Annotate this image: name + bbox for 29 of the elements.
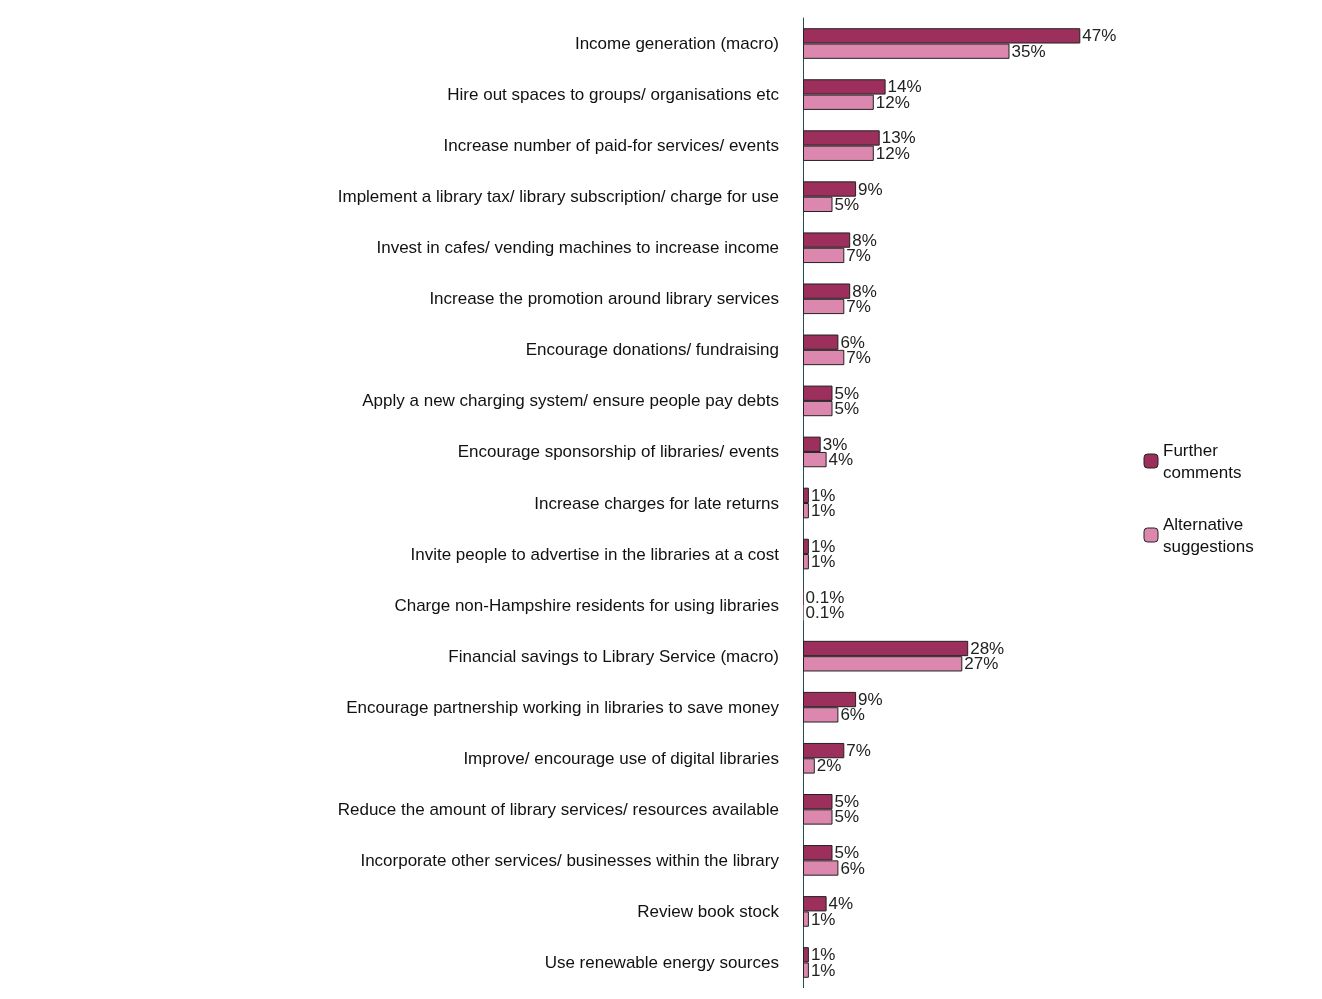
data-label: 35% (1011, 41, 1046, 61)
data-label: 6% (840, 705, 865, 725)
y-tick-label: Apply a new charging system/ ensure people pay debts (362, 391, 779, 411)
data-label: 5% (834, 807, 860, 827)
y-tick-label: Invite people to advertise in the libraries at a cost (410, 544, 780, 564)
y-tick-label: Invest in cafes/ vending machines to increase income (376, 238, 779, 258)
y-tick-label: Hire out spaces to groups/ organisations etc (447, 85, 780, 105)
y-tick-label: Financial savings to Library Service (macro) (448, 646, 779, 666)
data-label: 2% (816, 756, 842, 776)
data-label: 7% (846, 741, 871, 761)
data-label: 47% (1082, 26, 1117, 46)
y-tick-label: Review book stock (637, 901, 780, 921)
y-tick-label: Charge non-Hampshire residents for using libraries (394, 595, 779, 615)
y-tick-label: Increase charges for late returns (534, 493, 779, 513)
y-tick-label: Incorporate other services/ businesses within the library (360, 850, 780, 870)
data-label: 5% (834, 194, 860, 214)
y-tick-label: Improve/ encourage use of digital libraries (463, 748, 779, 768)
y-tick-label: Increase the promotion around library services (429, 289, 779, 309)
legend-label: Further comments (1163, 440, 1242, 482)
y-tick-label: Encourage sponsorship of libraries/ events (457, 442, 779, 462)
y-tick-label: Reduce the amount of library services/ resources available (337, 799, 779, 819)
y-tick-label: Encourage donations/ fundraising (525, 340, 779, 360)
legend-label: Alternative suggestions (1163, 514, 1254, 556)
y-tick-label: Encourage partnership working in libraries to save money (346, 697, 780, 717)
y-tick-label: Increase number of paid-for services/ events (443, 136, 779, 156)
y-tick-label: Use renewable energy sources (544, 952, 779, 972)
data-label: 9% (858, 179, 883, 199)
y-tick-label: Income generation (macro) (574, 34, 779, 54)
y-tick-label: Implement a library tax/ library subscription/ charge for use (337, 187, 779, 207)
